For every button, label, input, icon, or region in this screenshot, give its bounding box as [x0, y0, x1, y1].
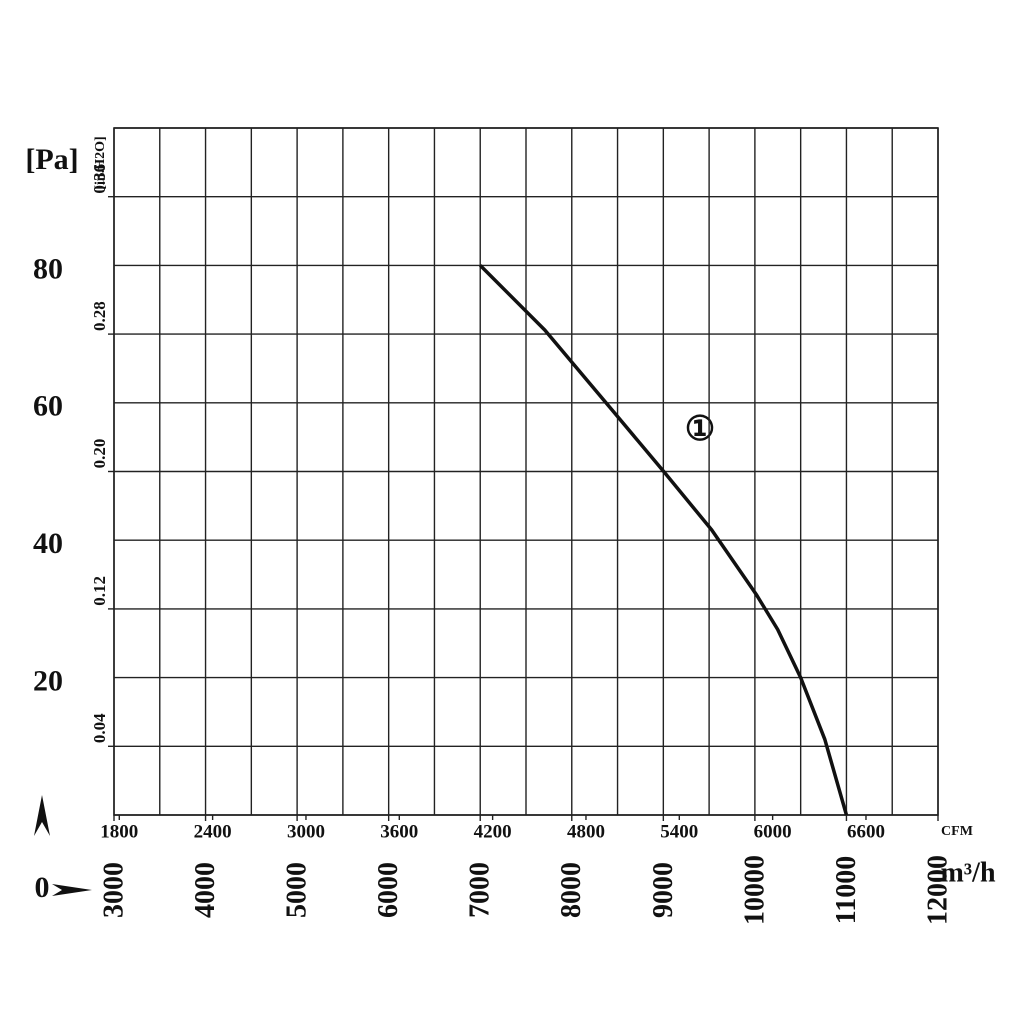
- x-axis-label: m³/h: [940, 857, 995, 888]
- x-arrow: [52, 884, 92, 896]
- curve-label: ①: [685, 411, 715, 448]
- x-tick-label: 5000: [282, 862, 313, 918]
- x2-tick-label: 3000: [287, 821, 325, 842]
- plot-frame: [113, 127, 939, 816]
- x2-tick-label: 6600: [847, 821, 885, 842]
- x-tick-label: 8000: [556, 862, 587, 918]
- x-tick-label: 9000: [648, 862, 679, 918]
- y-tick-label: 0: [35, 871, 50, 904]
- x-tick-label: 10000: [739, 855, 770, 925]
- x-tick-label: 12000: [922, 855, 953, 925]
- x2-tick-label: 4200: [474, 821, 512, 842]
- y-tick-label: 80: [33, 252, 63, 285]
- x-tick-label: 7000: [465, 862, 496, 918]
- x-tick-label: 11000: [831, 856, 862, 924]
- x2-tick-label: 2400: [194, 821, 232, 842]
- x-tick-label: 3000: [98, 862, 129, 918]
- x2-tick-label: 1800: [100, 821, 138, 842]
- y2-tick-label: 0.36: [90, 164, 109, 194]
- x2-tick-label: 5400: [660, 821, 698, 842]
- x2-axis-label: CFM: [941, 824, 973, 839]
- y2-tick-label: 0.12: [90, 576, 109, 606]
- x-tick-label: 6000: [373, 862, 404, 918]
- x2-tick-label: 4800: [567, 821, 605, 842]
- y2-axis-label: [in.H2O]: [93, 136, 108, 189]
- y2-tick-label: 0.28: [90, 301, 109, 331]
- y-tick-label: 40: [33, 527, 63, 560]
- x2-tick-label: 6000: [754, 821, 792, 842]
- x2-tick-label: 3600: [380, 821, 418, 842]
- y-arrow: [34, 795, 50, 836]
- y2-tick-label: 0.20: [90, 439, 109, 469]
- y-tick-label: 60: [33, 390, 63, 423]
- curve: [478, 264, 849, 816]
- y2-tick-label: 0.04: [90, 713, 109, 743]
- x-tick-label: 4000: [190, 862, 221, 918]
- y-axis-label: [Pa]: [25, 143, 78, 176]
- y-tick-label: 20: [33, 664, 63, 697]
